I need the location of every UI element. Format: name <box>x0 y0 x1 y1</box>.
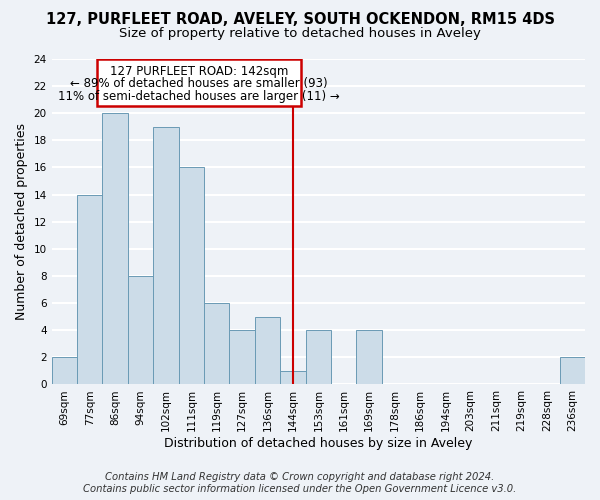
Text: Contains HM Land Registry data © Crown copyright and database right 2024.
Contai: Contains HM Land Registry data © Crown c… <box>83 472 517 494</box>
Text: 11% of semi-detached houses are larger (11) →: 11% of semi-detached houses are larger (… <box>58 90 340 102</box>
Bar <box>77 194 103 384</box>
Bar <box>103 113 128 384</box>
Bar <box>560 358 585 384</box>
Bar <box>52 358 77 384</box>
Bar <box>255 316 280 384</box>
Text: ← 89% of detached houses are smaller (93): ← 89% of detached houses are smaller (93… <box>70 78 328 90</box>
Bar <box>179 168 204 384</box>
Bar <box>356 330 382 384</box>
X-axis label: Distribution of detached houses by size in Aveley: Distribution of detached houses by size … <box>164 437 473 450</box>
Bar <box>305 330 331 384</box>
Bar <box>153 127 179 384</box>
Text: Size of property relative to detached houses in Aveley: Size of property relative to detached ho… <box>119 28 481 40</box>
Bar <box>204 303 229 384</box>
Y-axis label: Number of detached properties: Number of detached properties <box>15 123 28 320</box>
Bar <box>229 330 255 384</box>
Bar <box>280 371 305 384</box>
FancyBboxPatch shape <box>97 59 301 106</box>
Bar <box>128 276 153 384</box>
Text: 127 PURFLEET ROAD: 142sqm: 127 PURFLEET ROAD: 142sqm <box>110 65 288 78</box>
Text: 127, PURFLEET ROAD, AVELEY, SOUTH OCKENDON, RM15 4DS: 127, PURFLEET ROAD, AVELEY, SOUTH OCKEND… <box>46 12 554 28</box>
